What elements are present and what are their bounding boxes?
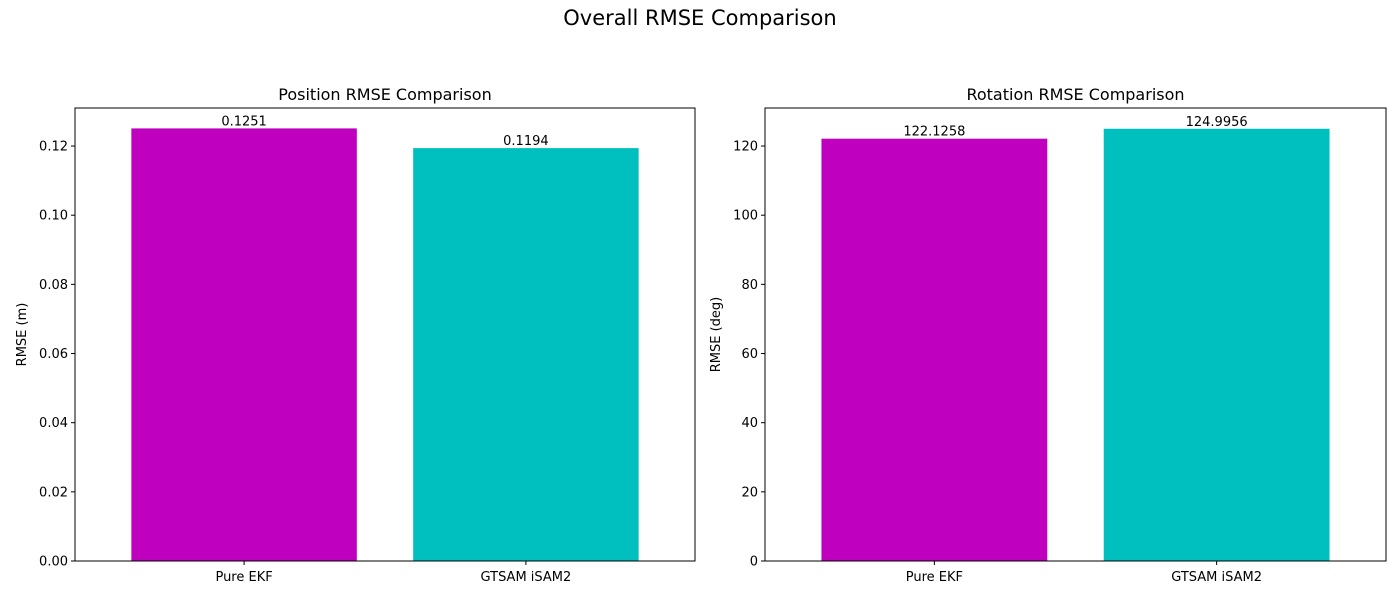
x-tick-label: Pure EKF bbox=[906, 570, 963, 585]
bar-value-label: 122.1258 bbox=[903, 125, 965, 140]
x-tick-label: GTSAM iSAM2 bbox=[481, 570, 572, 585]
y-tick-label: 60 bbox=[741, 347, 758, 362]
chart-title: Rotation RMSE Comparison bbox=[966, 85, 1184, 104]
y-tick-label: 0.02 bbox=[39, 485, 68, 500]
axes-frame bbox=[74, 107, 696, 562]
y-tick-label: 80 bbox=[741, 278, 758, 293]
bar-value-label: 124.9956 bbox=[1186, 115, 1248, 130]
figure-title: Overall RMSE Comparison bbox=[563, 6, 837, 30]
y-tick-label: 100 bbox=[733, 209, 758, 224]
chart-title: Position RMSE Comparison bbox=[278, 85, 491, 104]
chart-panel-0: 0.1251 0.1194 0.00 0.02 0.04 0.06 0.08 0.10 0.12… bbox=[15, 85, 696, 585]
bar-value-label: 0.1194 bbox=[503, 134, 549, 149]
bar-gtsam-isam2 bbox=[413, 148, 639, 561]
y-tick-label: 0.10 bbox=[39, 209, 68, 224]
y-tick-label: 20 bbox=[741, 485, 758, 500]
y-tick-label: 0.04 bbox=[39, 416, 68, 431]
y-tick-label: 120 bbox=[733, 140, 758, 155]
axes-frame bbox=[764, 107, 1387, 562]
chart-panel-1: 122.1258 124.9956 0 20 40 60 80 100 120 Pure EKF G… bbox=[709, 85, 1387, 585]
y-tick-label: 0.12 bbox=[39, 140, 68, 155]
y-axis-label: RMSE (m) bbox=[15, 303, 30, 367]
bar-pure-ekf bbox=[131, 128, 357, 561]
x-tick-label: GTSAM iSAM2 bbox=[1171, 570, 1262, 585]
bar-value-label: 0.1251 bbox=[221, 114, 267, 129]
x-tick-label: Pure EKF bbox=[215, 570, 272, 585]
bar-gtsam-isam2 bbox=[1103, 128, 1330, 561]
y-tick-label: 0.06 bbox=[39, 347, 68, 362]
y-tick-label: 0.08 bbox=[39, 278, 68, 293]
y-axis-label: RMSE (deg) bbox=[709, 297, 724, 373]
y-tick-label: 0 bbox=[750, 555, 758, 570]
bar-pure-ekf bbox=[821, 138, 1048, 561]
y-tick-label: 40 bbox=[741, 416, 758, 431]
y-tick-label: 0.00 bbox=[39, 555, 68, 570]
